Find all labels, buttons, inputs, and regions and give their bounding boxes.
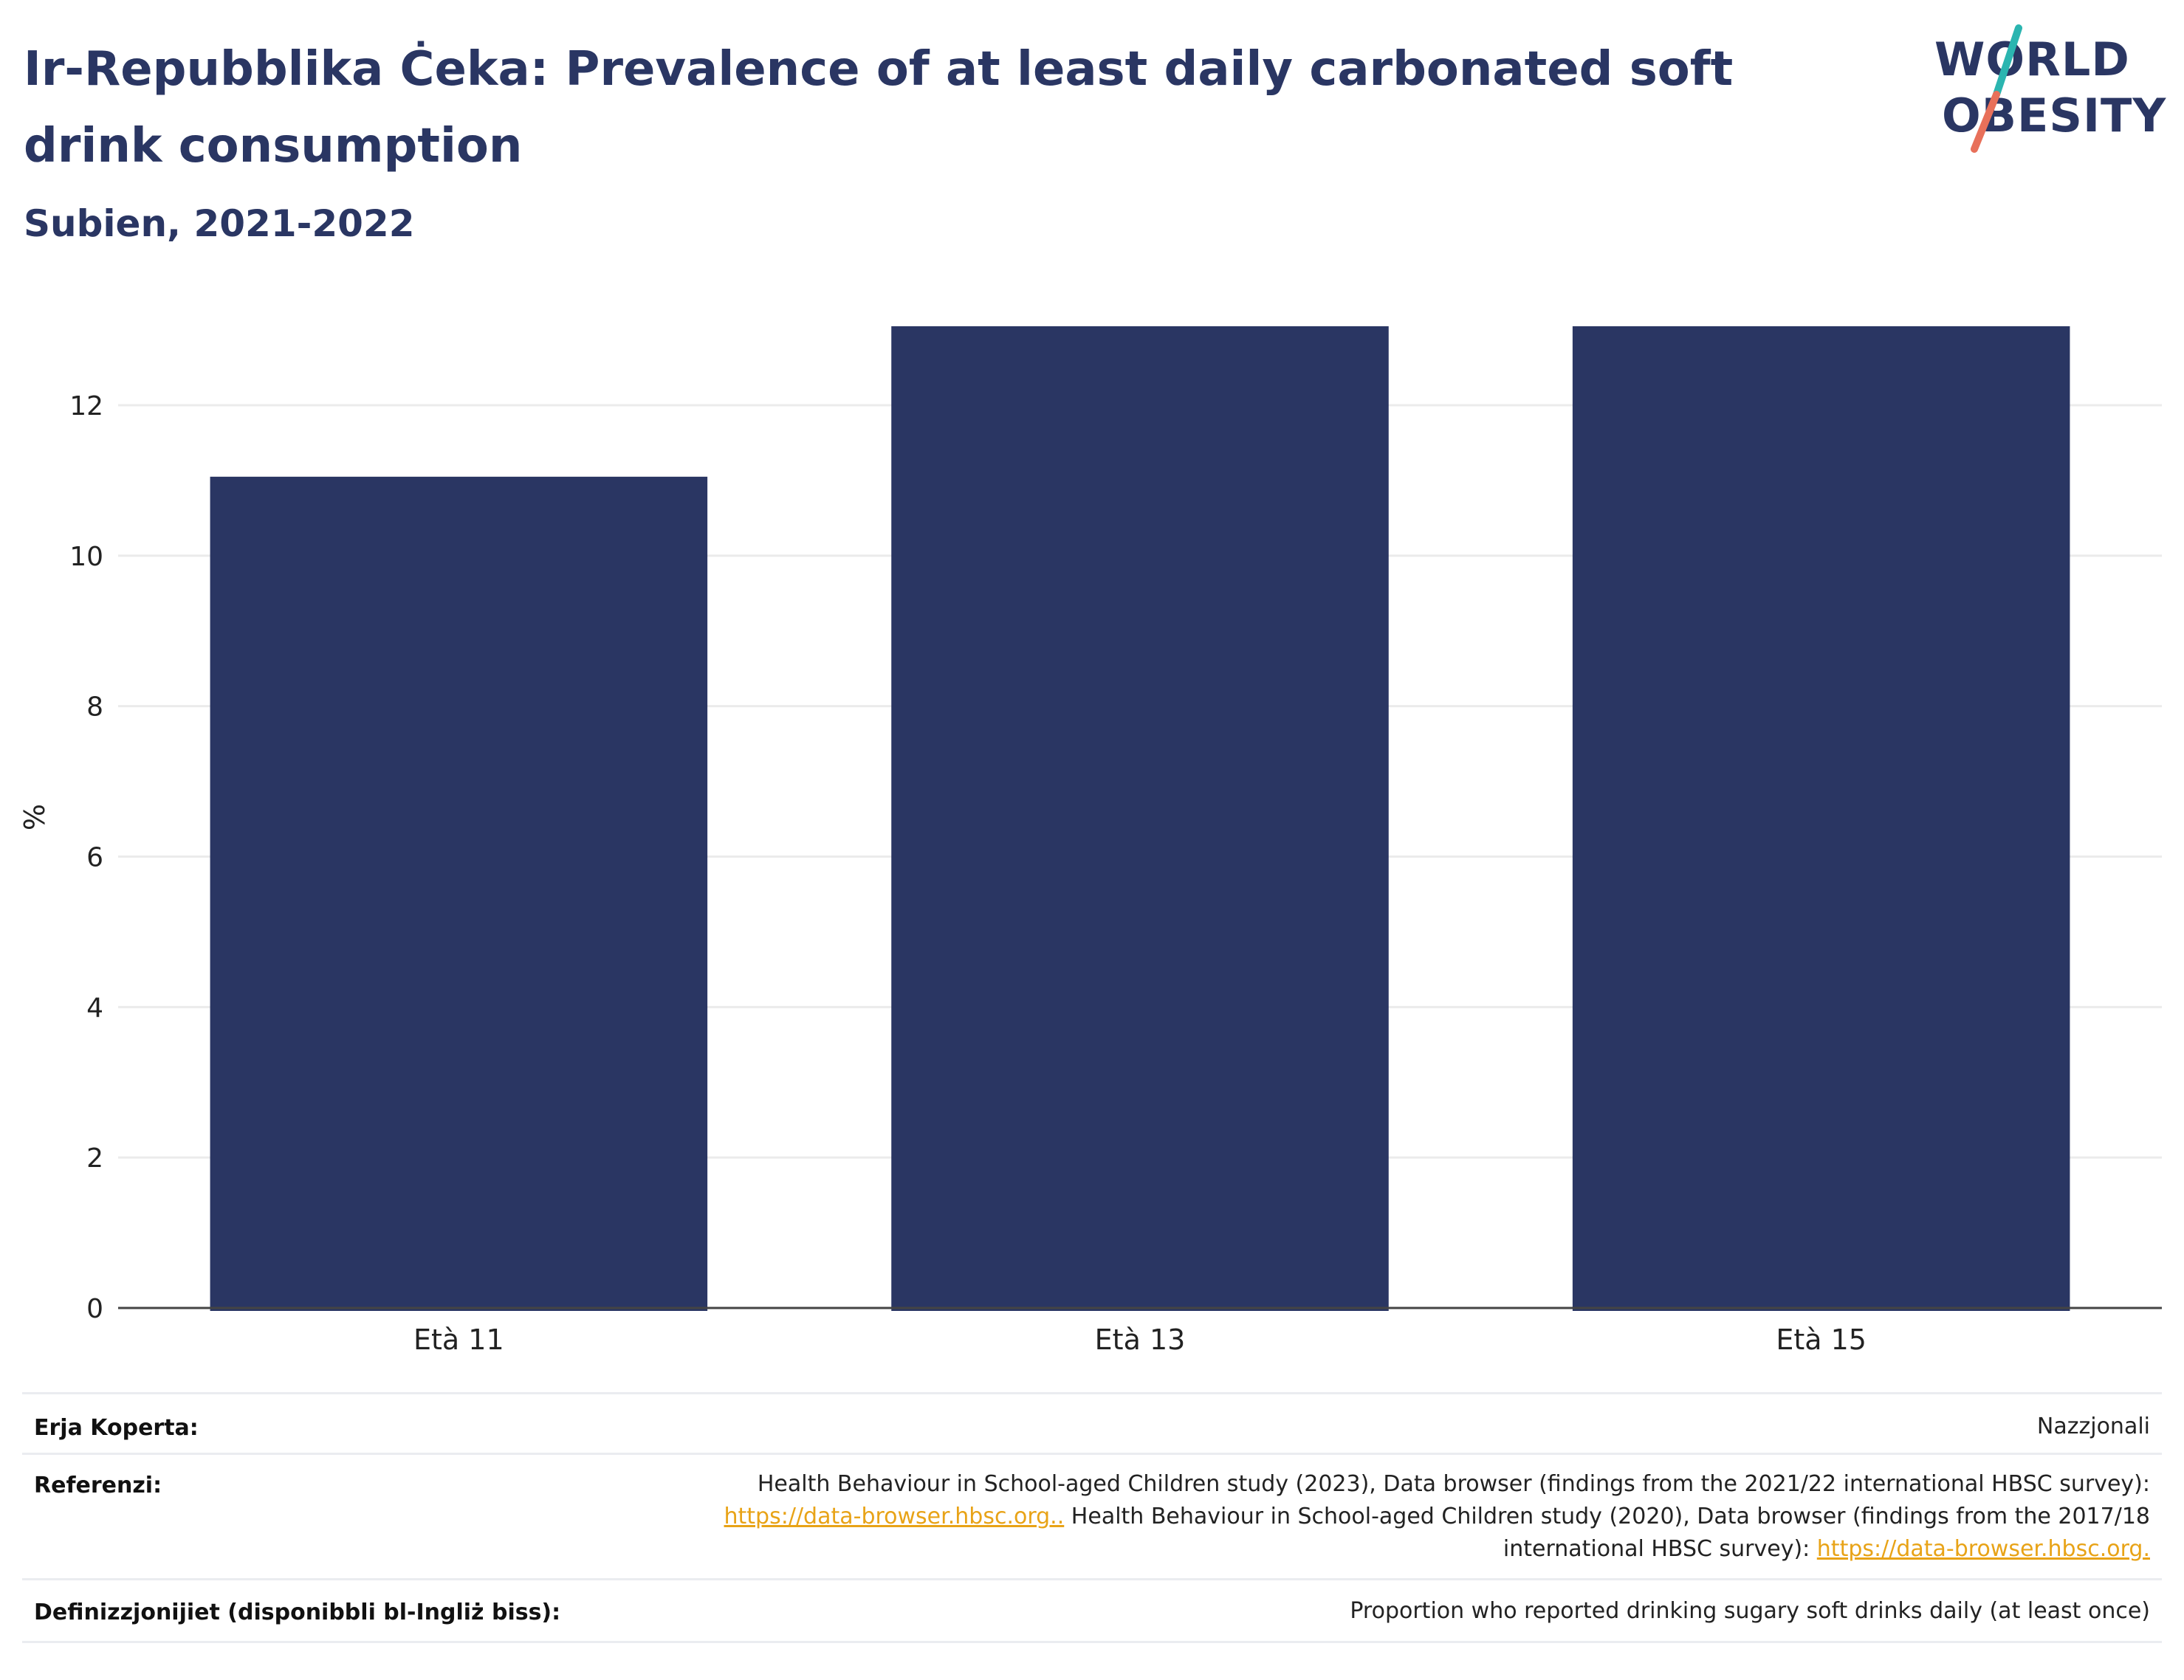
references-line-2: https://data-browser.hbsc.org.. Health B… [724,1501,2150,1533]
chart-footer: Erja Koperta: Nazzjonali Referenzi: Heal… [22,1392,2162,1643]
x-tick-label: Età 15 [1776,1323,1867,1356]
logo-line-1: WORLD [1934,32,2130,86]
coverage-label: Erja Koperta: [34,1415,199,1441]
y-tick-label: 0 [86,1294,103,1324]
references-row: Referenzi: Health Behaviour in School-ag… [22,1453,2162,1579]
x-tick-label: Età 13 [1095,1323,1186,1356]
y-tick-labels: 0 2 4 6 8 10 12 [69,391,103,1324]
references-line-3: international HBSC survey): https://data… [724,1533,2150,1566]
y-tick-label: 12 [69,391,103,421]
coverage-row: Erja Koperta: Nazzjonali [22,1392,2162,1453]
y-tick-label: 6 [86,843,103,873]
y-tick-label: 8 [86,692,103,723]
chart-title: Ir-Repubblika Ċeka: Prevalence of at lea… [24,42,1734,173]
definitions-row: Definizzjonijiet (disponibbli bl-Ingliż … [22,1578,2162,1643]
bar-2[interactable] [891,326,1389,1311]
definitions-label: Definizzjonijiet (disponibbli bl-Ingliż … [34,1600,561,1625]
references-value: Health Behaviour in School-aged Children… [724,1468,2150,1566]
world-obesity-logo: WORLD OBESITY [1934,24,2166,153]
y-axis-label: % [18,804,51,830]
references-line-2-text: Health Behaviour in School-aged Children… [1064,1504,2150,1529]
y-tick-label: 10 [69,542,103,572]
logo-slash-bottom [1971,91,2000,153]
chart-subtitle: Subien, 2021-2022 [24,202,415,245]
bar-3[interactable] [1572,326,2070,1311]
reference-link-2[interactable]: https://data-browser.hbsc.org. [1816,1536,2150,1562]
reference-link-1[interactable]: https://data-browser.hbsc.org.. [724,1504,1065,1529]
bar-chart: 0 2 4 6 8 10 12 Età 11 Età 13 Età 15 % [18,326,2162,1356]
x-tick-label: Età 11 [413,1323,504,1356]
x-tick-labels: Età 11 Età 13 Età 15 [413,1323,1867,1356]
logo-slash-top [1993,24,2022,98]
bar-1[interactable] [210,476,708,1311]
references-line-3-text: international HBSC survey): [1503,1536,1817,1562]
logo-line-2: OBESITY [1942,89,2166,142]
y-tick-label: 4 [86,993,103,1023]
references-line-1: Health Behaviour in School-aged Children… [757,1471,2150,1497]
bars [210,326,2070,1311]
coverage-value: Nazzjonali [2036,1414,2150,1439]
references-label: Referenzi: [34,1473,162,1498]
y-tick-label: 2 [86,1143,103,1174]
definitions-value: Proportion who reported drinking sugary … [1350,1598,2150,1624]
